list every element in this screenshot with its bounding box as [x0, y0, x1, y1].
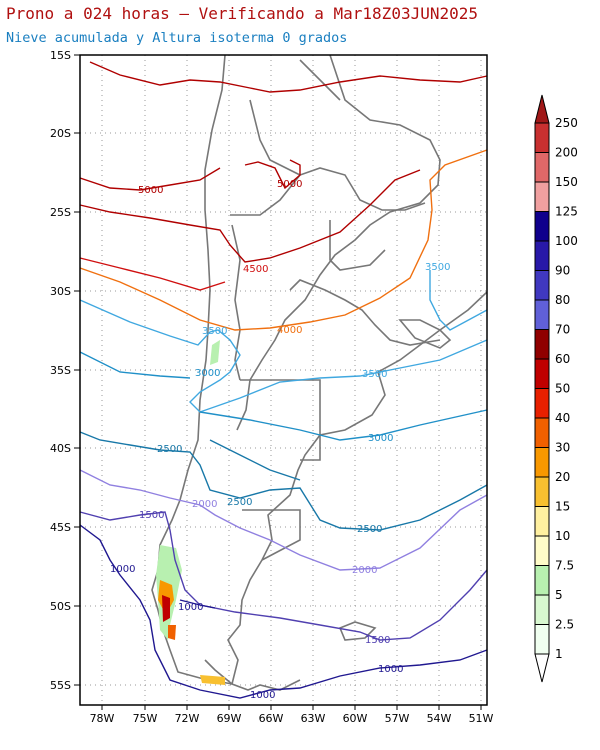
- lon-tick-label: 69W: [217, 712, 242, 725]
- contour-label-4000: 4000: [277, 325, 302, 336]
- contour-label-5000-a: 5000: [138, 185, 163, 196]
- contour-label-2000-a: 2000: [192, 499, 217, 510]
- lon-tick-label: 60W: [343, 712, 368, 725]
- lon-tick-label: 75W: [133, 712, 158, 725]
- colorbar-label: 200: [555, 146, 578, 160]
- map-title: Prono a 024 horas — Verificando a Mar18Z…: [6, 4, 479, 23]
- colorbar-label: 10: [555, 529, 570, 543]
- colorbar-label: 7.5: [555, 559, 574, 573]
- colorbar-swatch: [534, 358, 550, 389]
- colorbar-swatch: [534, 299, 550, 330]
- colorbar-swatch: [534, 152, 550, 183]
- colorbar-bottom-arrow: [534, 653, 550, 683]
- lat-tick-label: 50S: [50, 600, 71, 613]
- contour-label-2500-a: 2500: [157, 444, 182, 455]
- contour-label-2500-b: 2500: [227, 497, 252, 508]
- colorbar-swatch: [534, 535, 550, 566]
- colorbar-swatch: [534, 240, 550, 271]
- lat-tick-label: 15S: [50, 49, 71, 62]
- lat-tick-label: 55S: [50, 679, 71, 692]
- contour-label-3500-a: 3500: [202, 326, 227, 337]
- longitude-ticks: 78W 75W 72W 69W 66W 63W 60W 57W 54W 51W: [90, 705, 494, 725]
- colorbar-swatch: [534, 388, 550, 419]
- colorbar-label: 70: [555, 323, 570, 337]
- contour-label-2500-c: 2500: [357, 524, 382, 535]
- lat-tick-label: 45S: [50, 521, 71, 534]
- contour-label-1000-c: 1000: [378, 664, 403, 675]
- colorbar-swatch: [534, 565, 550, 596]
- contour-label-1500-a: 1500: [139, 510, 164, 521]
- colorbar-swatch: [534, 122, 550, 153]
- colorbar-swatch: [534, 476, 550, 507]
- lat-tick-label: 30S: [50, 285, 71, 298]
- lon-tick-label: 78W: [90, 712, 115, 725]
- colorbar-label: 15: [555, 500, 570, 514]
- latitude-ticks: 15S 20S 25S 30S 35S 40S 45S 50S 55S: [50, 49, 80, 692]
- lat-tick-label: 20S: [50, 127, 71, 140]
- contour-label-3000-a: 3000: [195, 368, 220, 379]
- colorbar-label: 40: [555, 411, 570, 425]
- colorbar-swatch: [534, 594, 550, 625]
- colorbar-label: 100: [555, 234, 578, 248]
- contour-label-4500: 4500: [243, 264, 268, 275]
- contour-labels: 5000 5000 4500 4000 3500 3500 3500 3000 …: [110, 179, 450, 701]
- colorbar-swatch: [534, 211, 550, 242]
- contour-label-3500-c: 3500: [362, 369, 387, 380]
- map-frame: [79, 54, 488, 706]
- contour-label-1000-b: 1000: [178, 602, 203, 613]
- colorbar-label: 80: [555, 293, 570, 307]
- colorbar-swatch: [534, 329, 550, 360]
- map-subtitle: Nieve acumulada y Altura isoterma 0 grad…: [6, 30, 348, 46]
- colorbar-label: 250: [555, 116, 578, 130]
- contour-label-1500-b: 1500: [365, 635, 390, 646]
- colorbar-label: 5: [555, 588, 563, 602]
- lat-tick-label: 40S: [50, 442, 71, 455]
- lon-tick-label: 63W: [301, 712, 326, 725]
- colorbar-swatch: [534, 447, 550, 478]
- contour-label-1000-d: 1000: [250, 690, 275, 701]
- contour-label-2000-b: 2000: [352, 565, 377, 576]
- lon-tick-label: 57W: [385, 712, 410, 725]
- colorbar-label: 50: [555, 382, 570, 396]
- contour-label-3000-b: 3000: [368, 433, 393, 444]
- contour-label-1000-a: 1000: [110, 564, 135, 575]
- colorbar: 250 200 150 125 100 90 80 70 60 50 40 30 20 15 10 7.5 5 2…: [534, 94, 578, 683]
- colorbar-label: 125: [555, 205, 578, 219]
- colorbar-label: 90: [555, 264, 570, 278]
- colorbar-label: 1: [555, 647, 563, 661]
- colorbar-top-arrow: [534, 94, 550, 124]
- colorbar-label: 20: [555, 470, 570, 484]
- lon-tick-label: 54W: [427, 712, 452, 725]
- lat-tick-label: 35S: [50, 364, 71, 377]
- colorbar-swatch: [534, 417, 550, 448]
- contour-label-3500-b: 3500: [425, 262, 450, 273]
- snow-accumulation-shading: [156, 340, 225, 685]
- colorbar-swatch: [534, 624, 550, 655]
- colorbar-label: 60: [555, 352, 570, 366]
- contour-label-5000-b: 5000: [277, 179, 302, 190]
- isotherm-contours: [79, 61, 488, 699]
- colorbar-label: 2.5: [555, 618, 574, 632]
- colorbar-label: 30: [555, 441, 570, 455]
- colorbar-swatch: [534, 270, 550, 301]
- lon-tick-label: 72W: [175, 712, 200, 725]
- colorbar-label: 150: [555, 175, 578, 189]
- lon-tick-label: 51W: [469, 712, 494, 725]
- lat-tick-label: 25S: [50, 206, 71, 219]
- colorbar-swatch: [534, 181, 550, 212]
- lon-tick-label: 66W: [259, 712, 284, 725]
- colorbar-swatch: [534, 506, 550, 537]
